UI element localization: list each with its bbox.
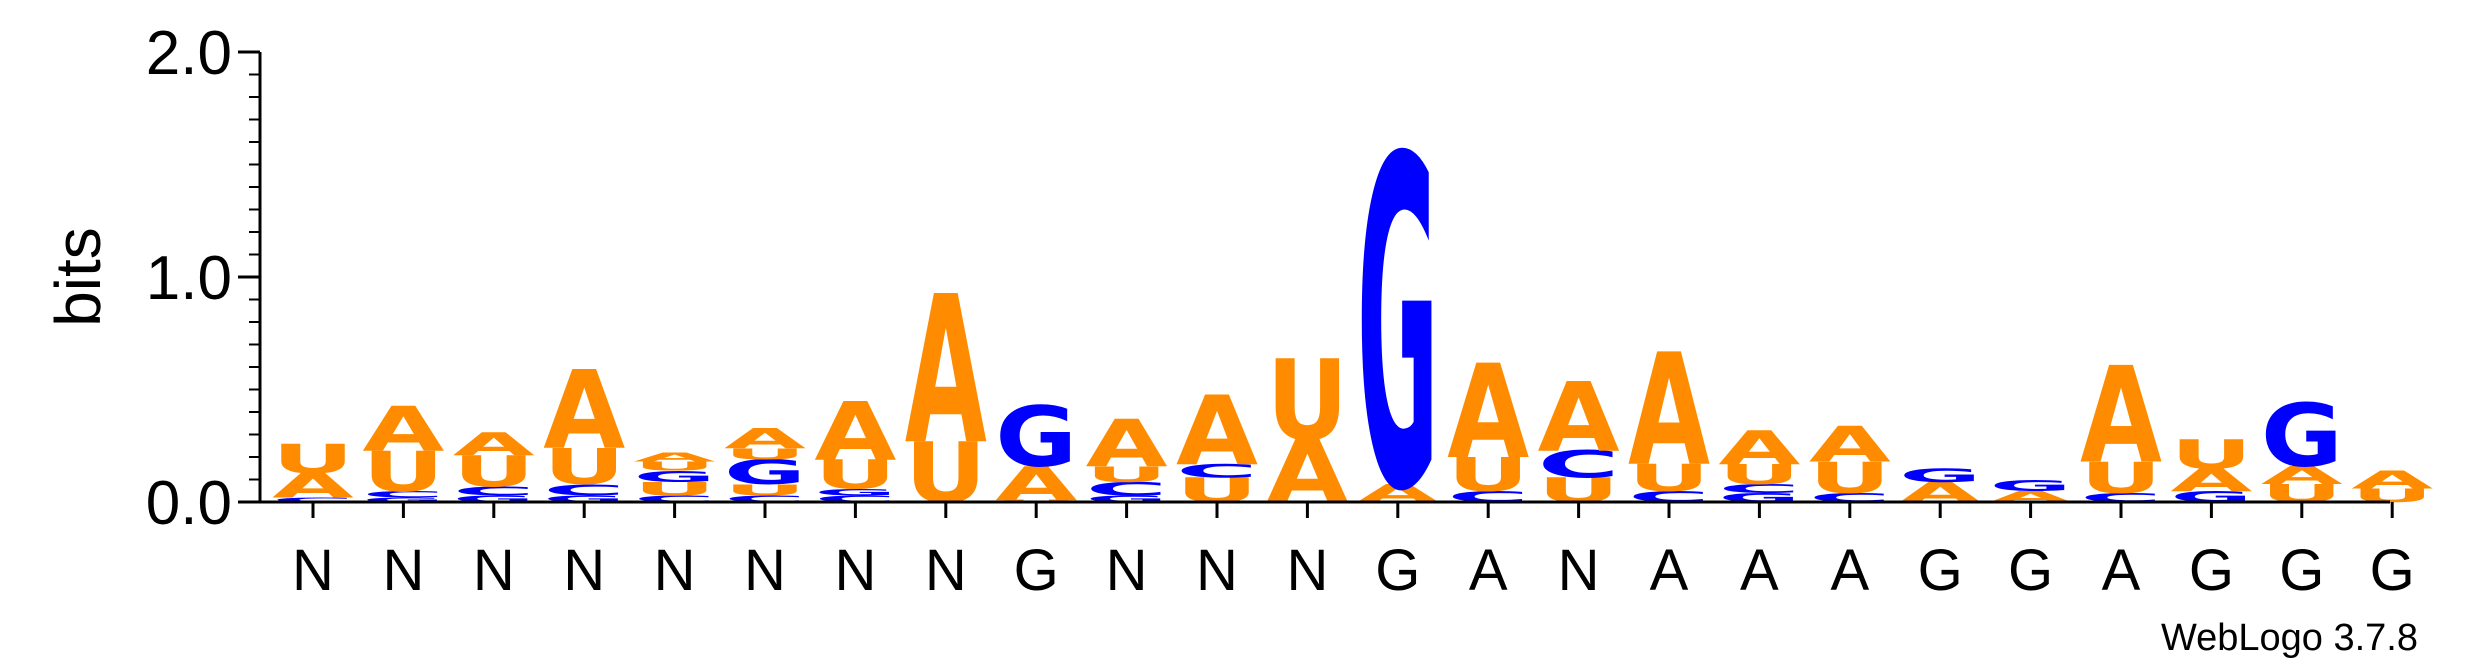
logo-letter-c: C [362, 489, 444, 500]
x-tick-label: G [1014, 538, 1059, 603]
logo-letter-a: A [2351, 466, 2434, 495]
logo-letter-u: U [724, 481, 806, 499]
x-tick-label: A [1740, 538, 1779, 603]
logo-letter-u: U [1628, 456, 1710, 499]
x-tick-label: N [382, 538, 424, 603]
x-tick-label: A [2102, 538, 2141, 603]
letter-stacks: CAUGCUAGCUAGCUACUGUACUGUACGUAUAUAGGCUAUC… [272, 64, 2434, 592]
logo-letter-a: A [724, 423, 806, 455]
logo-letter-u: U [272, 436, 354, 482]
logo-letter-g: G [724, 453, 806, 493]
x-tick-label: N [1196, 538, 1238, 603]
x-tick-label: A [1650, 538, 1689, 603]
logo-letter-u: U [724, 445, 806, 463]
logo-letter-a: A [2170, 463, 2252, 499]
logo-letter-c: C [453, 484, 535, 498]
logo-letter-u: U [453, 447, 535, 497]
logo-letter-a: A [1086, 406, 1168, 481]
logo-letter-c: C [272, 496, 354, 503]
logo-letter-u: U [2080, 454, 2162, 504]
logo-letter-c: C [724, 493, 806, 504]
y-ticks: 0.0 1.0 2.0 [146, 19, 260, 538]
logo-letter-a: A [453, 427, 535, 463]
logo-letter-a: A [1176, 375, 1258, 487]
x-tick-label: N [473, 538, 515, 603]
weblogo-credit: WebLogo 3.7.8 [2161, 617, 2418, 659]
logo-letter-a: A [814, 386, 896, 479]
x-tick-label: G [2008, 538, 2053, 603]
logo-letter-u: U [634, 478, 716, 499]
logo-letter-c: C [814, 493, 896, 504]
x-tick-label: G [2279, 538, 2324, 603]
logo-letter-u: U [362, 440, 444, 505]
x-tick-label: A [1830, 538, 1869, 603]
logo-letter-u: U [1266, 338, 1348, 467]
logo-letter-g: G [2261, 386, 2343, 487]
logo-letter-c: C [634, 493, 716, 504]
logo-letter-g: G [634, 468, 716, 486]
logo-letter-g: G [362, 496, 444, 503]
x-tick-label: N [654, 538, 696, 603]
logo-letter-c: C [1538, 443, 1620, 486]
logo-letter-c: C [1176, 460, 1258, 481]
logo-letter-u: U [814, 452, 896, 498]
logo-letter-a: A [2261, 462, 2344, 491]
x-tick-label: G [2370, 538, 2415, 603]
logo-letter-u: U [634, 459, 716, 473]
logo-letter-g: G [453, 493, 535, 504]
x-tick-label: N [744, 538, 786, 603]
y-tick-label: 2.0 [146, 19, 232, 88]
x-tick-label: N [925, 538, 967, 603]
logo-letter-g: G [814, 487, 896, 498]
x-tick-label: G [2189, 538, 2234, 603]
logo-letter-u: U [543, 438, 625, 496]
logo-letter-g: G [1899, 465, 1981, 487]
logo-letter-c: C [1086, 478, 1168, 499]
x-tick-label: N [563, 538, 605, 603]
logo-letter-a: A [634, 450, 716, 464]
x-tick-label: G [1375, 538, 1420, 603]
logo-letter-g: G [995, 389, 1077, 486]
logo-letter-a: A [543, 349, 625, 474]
logo-letter-a: A [1538, 361, 1620, 473]
logo-letter-a: A [1718, 421, 1800, 475]
logo-letter-u: U [1447, 448, 1529, 502]
y-tick-label: 0.0 [146, 469, 232, 538]
logo-letter-a: A [1809, 416, 1891, 473]
logo-letter-a: A [1447, 337, 1529, 488]
logo-letter-u: U [1718, 459, 1800, 491]
logo-letter-g: G [1990, 477, 2072, 495]
logo-letter-c: C [543, 481, 625, 499]
logo-letter-g: G [1086, 493, 1168, 504]
logo-letter-u: U [1809, 454, 1891, 504]
x-tick-label: N [834, 538, 876, 603]
y-tick-label: 1.0 [146, 244, 232, 313]
logo-letter-c: C [1718, 482, 1800, 496]
logo-letter-u: U [1086, 462, 1168, 487]
x-tick-label: N [1106, 538, 1148, 603]
logo-letter-a: A [362, 394, 444, 465]
logo-letter-a: A [1628, 322, 1710, 501]
x-tick-label: N [1558, 538, 1600, 603]
x-tick-label: A [1469, 538, 1508, 603]
logo-letter-u: U [2170, 432, 2252, 478]
y-axis-label: bits [42, 227, 114, 327]
logo-letter-g: G [543, 493, 625, 504]
x-tick-label: G [1918, 538, 1963, 603]
logo-letter-a: A [905, 253, 987, 490]
x-tick-label: N [1286, 538, 1328, 603]
logo-letter-a: A [2080, 340, 2162, 494]
logo-letter-a: A [272, 466, 354, 506]
x-tick-label: N [292, 538, 334, 603]
